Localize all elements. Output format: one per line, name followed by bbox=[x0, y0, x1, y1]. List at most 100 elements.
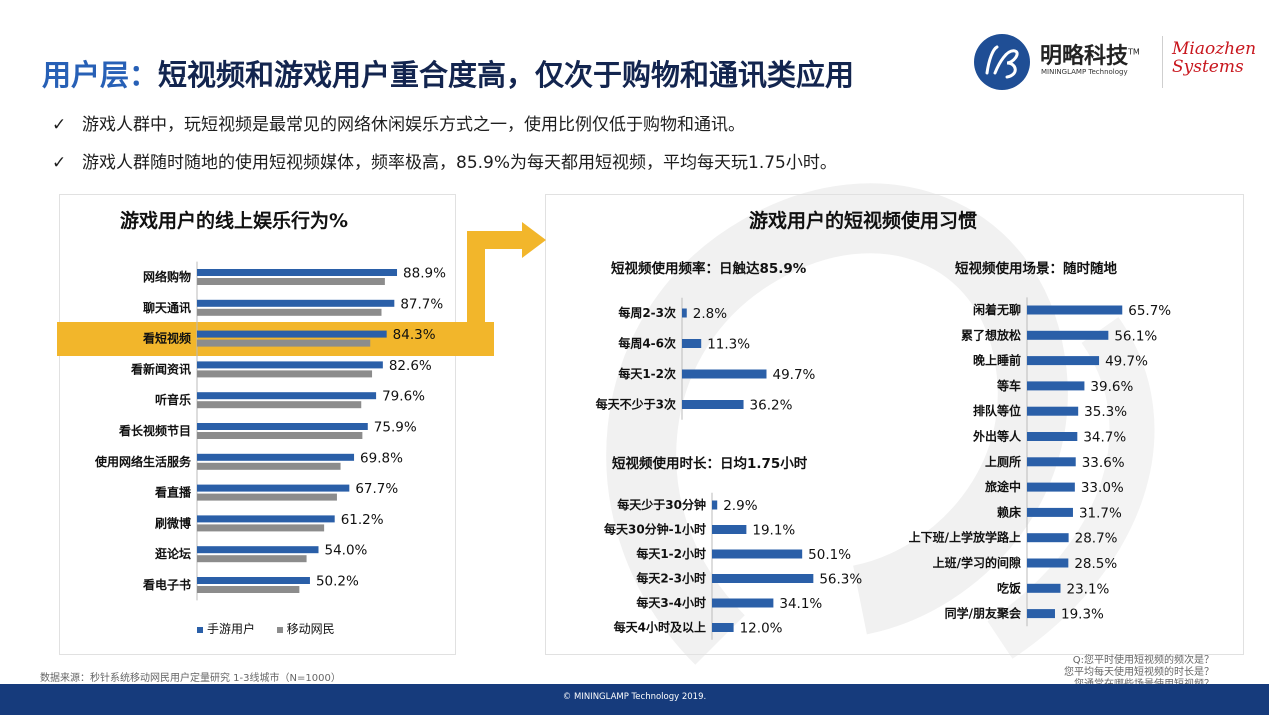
category-label: 闲着无聊 bbox=[973, 302, 1021, 317]
mininglamp-logo-icon bbox=[974, 34, 1030, 90]
bar bbox=[197, 515, 335, 523]
bar bbox=[197, 269, 398, 276]
bar bbox=[682, 369, 767, 379]
category-label: 看新闻资讯 bbox=[131, 361, 191, 376]
category-label: 每天4小时及以上 bbox=[614, 620, 706, 635]
category-label: 每天不少于3次 bbox=[596, 397, 676, 412]
category-label: 上班/学习的间隙 bbox=[933, 555, 1021, 570]
category-label: 每天少于30分钟 bbox=[617, 497, 706, 512]
page-title: 用户层：短视频和游戏用户重合度高，仅次于购物和通讯类应用 bbox=[42, 58, 855, 92]
bar bbox=[1027, 482, 1075, 492]
data-label: 33.6% bbox=[1082, 455, 1125, 471]
data-label: 50.1% bbox=[808, 547, 851, 563]
bar bbox=[1027, 406, 1079, 416]
category-label: 赖床 bbox=[997, 504, 1022, 519]
category-label: 累了想放松 bbox=[961, 327, 1021, 342]
data-label: 87.7% bbox=[400, 296, 443, 312]
category-label: 每天1-2小时 bbox=[636, 546, 706, 561]
check-icon: ✓ bbox=[52, 153, 67, 173]
bar-secondary bbox=[197, 432, 363, 439]
data-label: 36.2% bbox=[750, 398, 793, 414]
data-label: 19.1% bbox=[752, 523, 795, 539]
miaozhen-logo: Miaozhen Systems bbox=[1172, 39, 1257, 77]
category-label: 每天3-4小时 bbox=[636, 595, 706, 610]
data-label: 23.1% bbox=[1066, 581, 1109, 597]
bar bbox=[1027, 558, 1069, 568]
category-label: 上厕所 bbox=[985, 454, 1021, 469]
footer-bar bbox=[0, 684, 1269, 715]
data-label: 50.2% bbox=[316, 574, 359, 590]
data-label: 2.9% bbox=[723, 498, 757, 514]
bullet-point: ✓ 游戏人群随时随地的使用短视频媒体，频率极高，85.9%为每天都用短视频，平均每… bbox=[52, 153, 837, 173]
data-label: 34.1% bbox=[779, 596, 822, 612]
logo-divider bbox=[1162, 36, 1163, 88]
left-panel-title: 游戏用户的线上娱乐行为% bbox=[120, 210, 349, 232]
bar bbox=[1027, 609, 1055, 619]
data-label: 11.3% bbox=[707, 337, 750, 353]
bar-secondary bbox=[197, 339, 371, 347]
legend-swatch-mobile-netizens bbox=[276, 626, 283, 633]
right-panel-title: 游戏用户的短视频使用习惯 bbox=[749, 210, 978, 232]
category-label: 排队等位 bbox=[973, 403, 1021, 418]
bar bbox=[1027, 356, 1100, 366]
data-label: 39.6% bbox=[1090, 379, 1133, 395]
bar-secondary bbox=[197, 278, 385, 285]
left-chart-panel bbox=[59, 194, 456, 655]
data-label: 28.5% bbox=[1074, 556, 1117, 572]
bar bbox=[197, 299, 395, 307]
data-label: 88.9% bbox=[403, 266, 446, 282]
data-label: 31.7% bbox=[1079, 505, 1122, 521]
data-label: 61.2% bbox=[341, 512, 384, 528]
bar bbox=[712, 574, 814, 583]
bar bbox=[197, 330, 387, 338]
check-icon: ✓ bbox=[52, 115, 67, 135]
bar bbox=[1027, 507, 1073, 517]
category-label: 每周4-6次 bbox=[618, 336, 676, 351]
bar bbox=[1027, 305, 1123, 315]
data-label: 75.9% bbox=[374, 420, 417, 436]
bar-secondary bbox=[197, 493, 337, 501]
company-name: 明略科技TM bbox=[1040, 44, 1140, 69]
bar-secondary bbox=[197, 370, 373, 378]
bar-secondary bbox=[197, 524, 325, 532]
category-label: 外出等人 bbox=[973, 429, 1022, 444]
category-label: 聊天通讯 bbox=[143, 300, 191, 315]
data-label: 28.7% bbox=[1075, 531, 1118, 547]
duration-chart-title: 短视频使用时长：日均1.75小时 bbox=[612, 456, 808, 472]
category-label: 等车 bbox=[996, 378, 1021, 393]
data-label: 49.7% bbox=[1105, 354, 1148, 370]
bar bbox=[682, 400, 744, 409]
data-label: 56.3% bbox=[819, 572, 862, 588]
bar bbox=[197, 361, 383, 369]
category-label: 网络购物 bbox=[143, 269, 191, 284]
bar bbox=[682, 339, 702, 348]
data-label: 33.0% bbox=[1081, 480, 1124, 496]
right-chart-panel bbox=[545, 194, 1244, 655]
category-label: 使用网络生活服务 bbox=[94, 454, 192, 469]
bar bbox=[1027, 533, 1069, 543]
bar-secondary bbox=[197, 462, 341, 470]
category-label: 每天2-3小时 bbox=[636, 571, 706, 586]
data-label: 49.7% bbox=[772, 367, 815, 383]
bar bbox=[712, 525, 747, 534]
bar-secondary bbox=[197, 586, 300, 593]
bar bbox=[197, 453, 355, 461]
category-label: 每天30分钟-1小时 bbox=[604, 522, 706, 537]
bar bbox=[1027, 381, 1085, 391]
bar bbox=[197, 392, 377, 400]
bar bbox=[712, 598, 774, 608]
legend-swatch-mobile-gamers bbox=[197, 626, 203, 633]
data-label: 2.8% bbox=[693, 306, 727, 322]
bar bbox=[197, 546, 319, 554]
data-label: 65.7% bbox=[1128, 303, 1171, 319]
category-label: 听音乐 bbox=[155, 392, 191, 407]
chart-legend: 手游用户 移动网民 bbox=[197, 620, 335, 637]
data-label: 69.8% bbox=[360, 450, 403, 466]
bar bbox=[197, 423, 368, 430]
bar-secondary bbox=[197, 308, 382, 316]
bar bbox=[682, 308, 687, 318]
category-label: 吃饭 bbox=[997, 580, 1021, 595]
bar bbox=[712, 623, 734, 632]
bullet-point: ✓ 游戏人群中，玩短视频是最常见的网络休闲娱乐方式之一，使用比例仅低于购物和通讯。 bbox=[52, 115, 745, 135]
